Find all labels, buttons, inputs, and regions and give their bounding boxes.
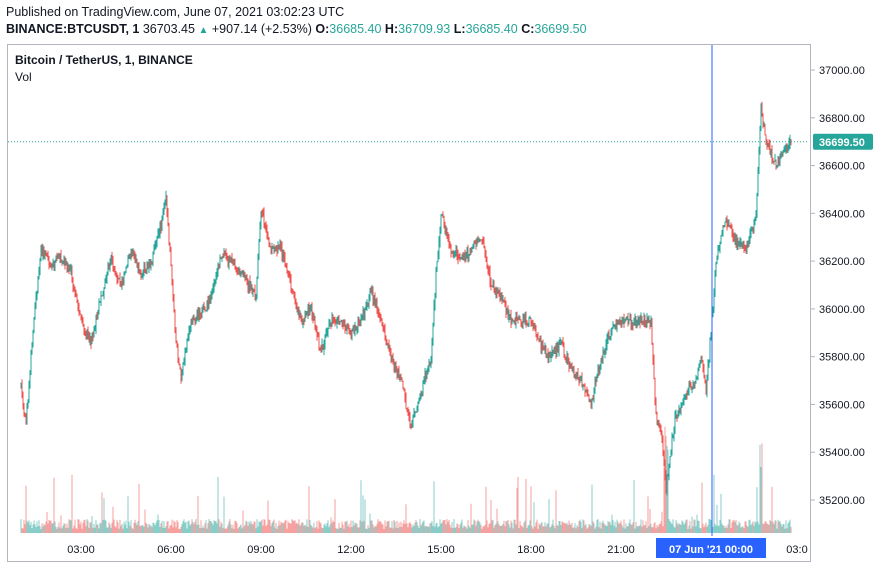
chart-frame[interactable] [7,44,811,562]
crosshair-date-label: 07 Jun '21 00:00 [669,544,753,556]
current-price-label: 36699.50 [819,137,865,149]
high-label: H: [384,22,399,36]
y-axis-label: 36600.00 [819,161,865,173]
open-label: O: [315,22,330,36]
close-label: C: [521,22,535,36]
x-axis-label: 15:00 [427,544,455,556]
low-value: 36685.40 [465,22,518,36]
ohlc-header: BINANCE:BTCUSDT, 1 36703.45 ▲ +907.14 (+… [6,22,587,36]
high-value: 36709.93 [398,22,451,36]
low-label: L: [453,22,466,36]
y-axis-label: 36200.00 [819,256,865,268]
close-value: 36699.50 [534,22,587,36]
open-value: 36685.40 [329,22,382,36]
x-axis-label: 21:00 [607,544,635,556]
x-axis-label: 03:0 [786,544,807,556]
volume-legend: Vol [15,70,32,84]
up-arrow-icon: ▲ [198,25,209,36]
current-price-tag [813,133,873,150]
symbol-label: BINANCE:BTCUSDT, 1 [6,22,140,36]
y-axis-label: 36000.00 [819,304,865,316]
y-axis-label: 35800.00 [819,352,865,364]
y-axis-label: 37000.00 [819,65,865,77]
series-legend: Bitcoin / TetherUS, 1, BINANCE [15,53,193,67]
y-axis-label: 36400.00 [819,208,865,220]
x-axis-label: 12:00 [337,544,365,556]
change-value: +907.14 (+2.53%) [211,22,312,36]
published-caption: Published on TradingView.com, June 07, 2… [6,5,345,19]
x-axis-label: 18:00 [517,544,545,556]
x-axis-label: 06:00 [157,544,185,556]
y-axis-label: 36800.00 [819,113,865,125]
last-price: 36703.45 [142,22,195,36]
x-axis-label: 09:00 [247,544,275,556]
y-axis-label: 35400.00 [819,447,865,459]
y-axis-label: 35200.00 [819,495,865,507]
crosshair-date-tag [656,538,766,558]
y-axis-label: 35600.00 [819,399,865,411]
x-axis-label: 03:00 [67,544,95,556]
